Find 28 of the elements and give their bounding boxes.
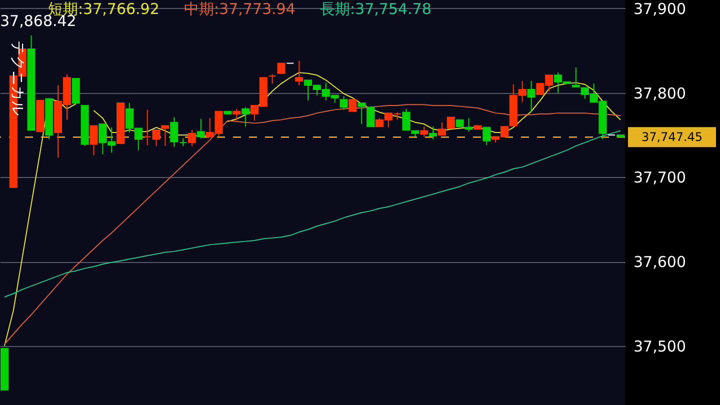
candlestick: [196, 118, 205, 139]
candlestick: [340, 96, 348, 110]
candlestick: [90, 125, 98, 156]
candlestick: [464, 118, 473, 132]
y-tick-label: 37,600: [634, 253, 686, 272]
candlestick: [295, 60, 304, 86]
candlestick: [482, 126, 491, 146]
candlestick: [527, 80, 536, 113]
text: 中期:37,773.94: [184, 0, 296, 18]
ref-line-label: 37,747.45: [641, 130, 703, 144]
candlestick: [232, 108, 241, 122]
text: 長期:37,754.78: [320, 0, 432, 18]
line-series: [4, 130, 622, 298]
candlestick: [402, 108, 410, 130]
candlestick: [188, 129, 196, 146]
candlestick: [277, 62, 286, 74]
y-tick-label: 37,900: [634, 0, 686, 18]
y-tick-label: 37,700: [634, 168, 686, 187]
candlestick: [161, 125, 170, 146]
candlestick: [429, 126, 438, 140]
candlestick: [348, 99, 357, 112]
annotation: テクニカル: [9, 40, 27, 116]
y-tick-label: 37,500: [634, 337, 686, 356]
candlestick: [572, 67, 580, 88]
candlestick: [242, 106, 250, 128]
candlestick: [420, 126, 428, 138]
y-tick-label: 37,800: [634, 84, 686, 102]
candlestick: [268, 74, 276, 84]
